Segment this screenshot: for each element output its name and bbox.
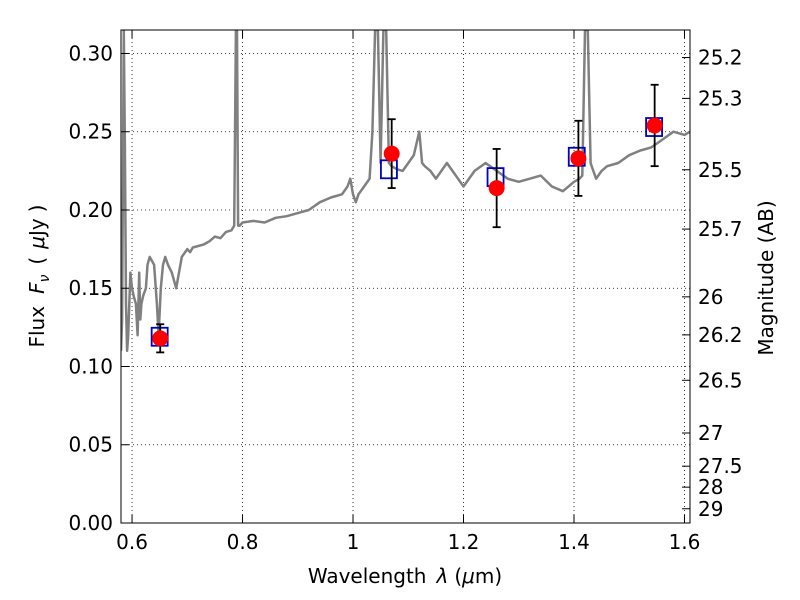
y-tick-label: 0.10 xyxy=(68,354,113,378)
right-tick-label: 26.2 xyxy=(698,323,743,347)
x-tick-label: 1.4 xyxy=(558,530,590,554)
y-axis-label-right: Magnitude (AB) xyxy=(754,200,778,355)
ticks-layer: 0.6 0.8 1 1.2 1.4 1.6 0.00 0.05 0.10 0.15 0.20 0.25… xyxy=(68,30,743,554)
x-tick-label: 1.2 xyxy=(448,530,480,554)
right-tick-label: 26 xyxy=(698,285,723,309)
right-tick-label: 25.3 xyxy=(698,86,743,110)
points-layer xyxy=(150,83,663,354)
spectrum-line xyxy=(121,30,690,353)
plot-frame xyxy=(120,29,691,524)
x-tick-label: 1.6 xyxy=(669,530,701,554)
y-tick-label: 0.30 xyxy=(68,41,113,65)
x-axis-label: Wavelength λ (μm) xyxy=(308,564,502,588)
y-tick-label: 0.05 xyxy=(68,433,113,457)
x-tick-label: 1 xyxy=(347,530,360,554)
y-tick-label: 0.15 xyxy=(68,276,113,300)
right-tick-label: 25.7 xyxy=(698,217,743,241)
observed-point xyxy=(488,180,505,197)
observed-point xyxy=(646,117,663,134)
right-tick-label: 28 xyxy=(698,475,723,499)
observed-point xyxy=(570,150,587,167)
observed-point xyxy=(152,330,169,347)
right-tick-label: 26.5 xyxy=(698,368,743,392)
grid-layer xyxy=(121,30,690,524)
right-tick-label: 29 xyxy=(698,497,723,521)
observed-point xyxy=(383,145,400,162)
right-tick-label: 25.2 xyxy=(698,46,743,70)
right-tick-label: 25.5 xyxy=(698,158,743,182)
y-axis-label-left: FluxFν(μJy) xyxy=(25,204,53,347)
y-tick-label: 0.00 xyxy=(68,511,113,535)
y-tick-label: 0.25 xyxy=(68,120,113,144)
x-tick-label: 0.8 xyxy=(227,530,259,554)
y-tick-label: 0.20 xyxy=(68,198,113,222)
right-tick-label: 27.5 xyxy=(698,454,743,478)
x-tick-label: 0.6 xyxy=(116,530,148,554)
spectrum-layer xyxy=(121,30,690,353)
right-tick-label: 27 xyxy=(698,421,723,445)
